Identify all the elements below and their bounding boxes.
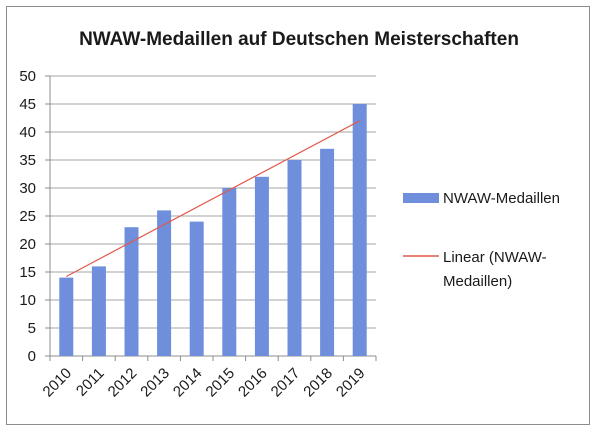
bar-2019 — [352, 104, 367, 356]
y-tick-label: 15 — [19, 264, 36, 281]
y-tick-label: 40 — [19, 124, 36, 141]
y-tick-label: 10 — [19, 292, 36, 309]
y-tick-label: 35 — [19, 152, 36, 169]
y-tick-label: 0 — [28, 348, 36, 365]
x-tick-label: 2019 — [333, 365, 369, 401]
bar-2018 — [320, 148, 335, 356]
x-tick-label: 2012 — [105, 365, 141, 401]
y-tick-label: 25 — [19, 208, 36, 225]
x-tick-label: 2016 — [235, 365, 271, 401]
x-tick-label: 2015 — [203, 365, 239, 401]
y-tick-label: 50 — [19, 68, 36, 85]
bar-2012 — [124, 227, 139, 356]
legend-label-trendline-1: Linear (NWAW- — [443, 249, 547, 266]
x-tick-label: 2014 — [170, 365, 206, 401]
bar-2014 — [189, 221, 204, 356]
chart-title: NWAW-Medaillen auf Deutschen Meisterscha… — [79, 29, 519, 50]
bar-2017 — [287, 160, 302, 356]
trendline — [66, 120, 360, 278]
x-tick-label: 2013 — [137, 365, 173, 401]
legend-swatch-bars — [403, 193, 439, 203]
bar-2010 — [59, 277, 74, 356]
legend-label-trendline-2: Medaillen) — [443, 273, 512, 290]
y-tick-label: 30 — [19, 180, 36, 197]
x-tick-label: 2011 — [73, 365, 108, 400]
bar-2015 — [222, 188, 237, 356]
y-tick-label: 5 — [28, 320, 36, 337]
y-tick-label: 45 — [19, 96, 36, 113]
y-tick-label: 20 — [19, 236, 36, 253]
legend-label-bars: NWAW-Medaillen — [443, 190, 560, 207]
bar-2016 — [254, 176, 269, 356]
bar-2011 — [91, 266, 106, 356]
bar-2013 — [157, 210, 172, 356]
x-tick-label: 2010 — [40, 365, 76, 401]
x-tick-label: 2017 — [268, 365, 304, 401]
x-tick-label: 2018 — [300, 365, 336, 401]
